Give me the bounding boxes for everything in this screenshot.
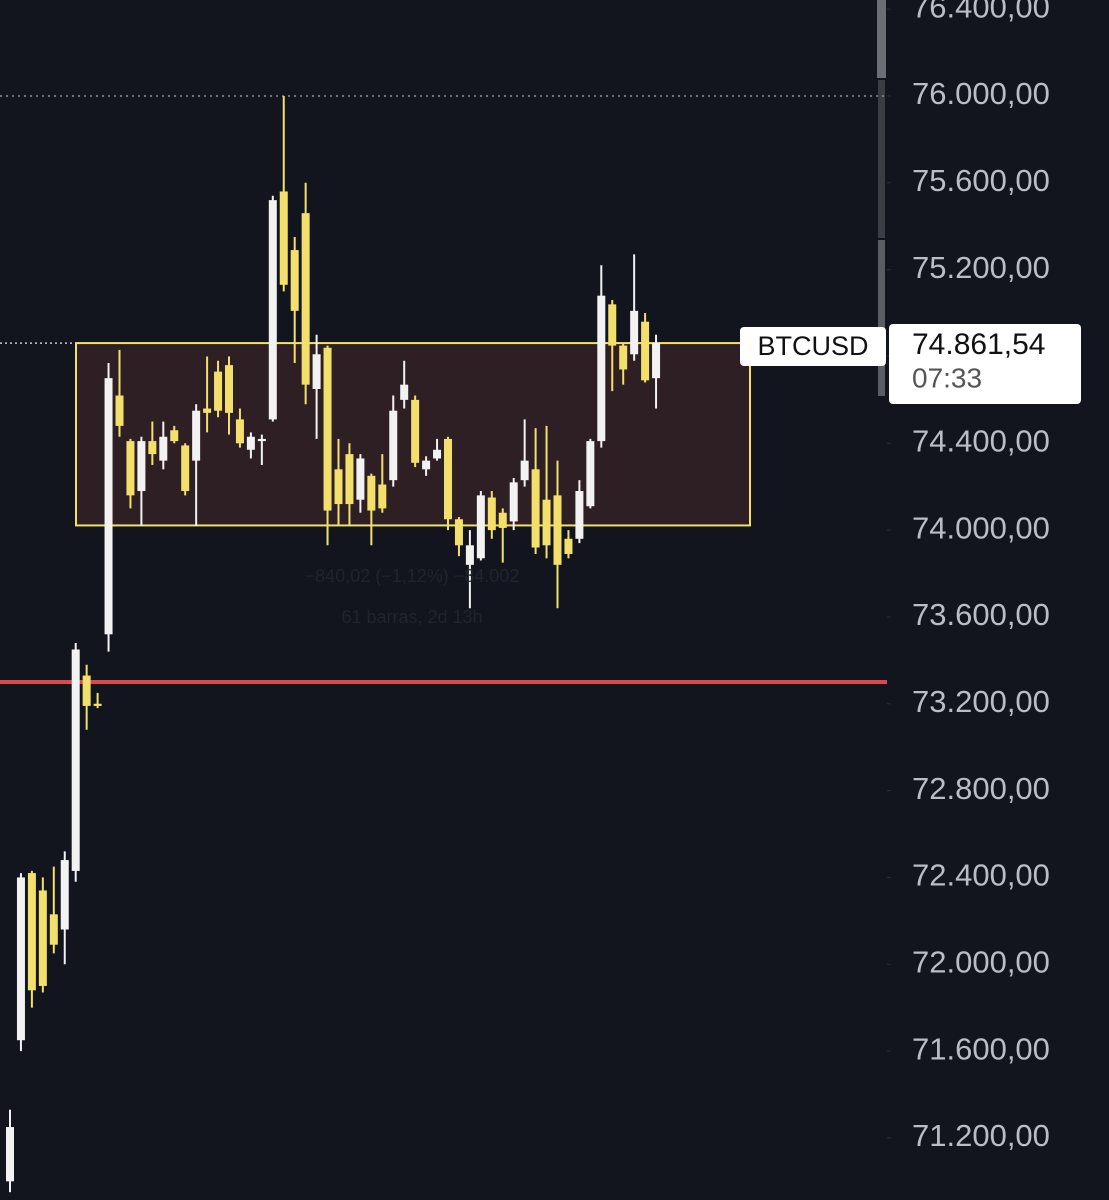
y-tick-label: 71.600,00 bbox=[912, 1031, 1050, 1066]
candle-body bbox=[257, 438, 266, 442]
candle-body bbox=[148, 441, 157, 455]
candle-body bbox=[433, 449, 442, 459]
candle-body bbox=[400, 384, 409, 400]
candle-body bbox=[93, 703, 102, 706]
y-tick-label: 72.800,00 bbox=[912, 771, 1050, 806]
candle-body bbox=[367, 475, 376, 511]
candle-body bbox=[542, 499, 551, 546]
candle-body bbox=[564, 538, 573, 554]
candle-body bbox=[104, 378, 113, 635]
candle-body bbox=[498, 512, 507, 528]
candle-body bbox=[509, 482, 518, 522]
candle-body bbox=[531, 469, 540, 548]
y-tick-label: 75.600,00 bbox=[912, 163, 1050, 198]
scrollbar bbox=[878, 80, 885, 238]
candle-body bbox=[214, 371, 223, 411]
candle-body bbox=[454, 519, 463, 546]
range-change-label: −840,02 (−1,12%) −84.002 bbox=[305, 566, 520, 586]
candle-body bbox=[630, 310, 639, 355]
candle-body bbox=[476, 495, 485, 559]
candle-body bbox=[192, 410, 201, 461]
candle-body bbox=[597, 295, 606, 442]
candle-body bbox=[225, 365, 233, 413]
candle-body bbox=[137, 441, 146, 492]
candle-body bbox=[444, 438, 452, 520]
symbol-label: BTCUSD bbox=[757, 331, 868, 361]
candle-body bbox=[115, 395, 124, 426]
y-tick-label: 75.200,00 bbox=[912, 250, 1050, 285]
candle-body bbox=[553, 495, 562, 565]
candle-body bbox=[465, 545, 474, 565]
candle-body bbox=[487, 497, 496, 531]
candle-body bbox=[586, 441, 595, 507]
symbol-label-box bbox=[740, 327, 886, 366]
candle-body bbox=[82, 675, 91, 706]
candle-body bbox=[126, 441, 135, 496]
candle-body bbox=[27, 873, 36, 991]
candle-body bbox=[71, 649, 80, 871]
candle-body bbox=[345, 454, 354, 505]
candle-body bbox=[312, 354, 321, 390]
y-tick-label: 74.000,00 bbox=[912, 510, 1050, 545]
countdown-label: 07:33 bbox=[912, 362, 982, 393]
y-tick-label: 73.200,00 bbox=[912, 684, 1050, 719]
candle-body bbox=[38, 890, 47, 986]
candle-body bbox=[652, 343, 661, 379]
candle-body bbox=[181, 445, 190, 492]
candle-body bbox=[411, 399, 420, 463]
price-label-box bbox=[889, 324, 1081, 404]
candle-body bbox=[159, 436, 168, 461]
candle-body bbox=[170, 430, 179, 442]
candle-body bbox=[334, 469, 343, 505]
candle-body bbox=[279, 191, 288, 285]
y-tick-label: 73.600,00 bbox=[912, 597, 1050, 632]
y-tick-label: 74.400,00 bbox=[912, 423, 1050, 458]
y-tick-label: 71.200,00 bbox=[912, 1118, 1050, 1153]
y-tick-label: 76.400,00 bbox=[912, 0, 1050, 24]
candle-body bbox=[290, 250, 299, 311]
candle-body bbox=[378, 484, 387, 509]
last-price-label: 74.861,54 bbox=[912, 328, 1045, 361]
candle-body bbox=[575, 491, 584, 539]
candle-body bbox=[60, 860, 69, 930]
scrollbar bbox=[878, 240, 885, 396]
candle-body bbox=[619, 345, 628, 370]
scrollbar bbox=[877, 0, 886, 78]
candle-body bbox=[323, 347, 332, 511]
range-bars-label: 61 barras, 2d 13h bbox=[341, 607, 482, 627]
y-tick-label: 72.000,00 bbox=[912, 944, 1050, 979]
candle-body bbox=[6, 1127, 14, 1182]
candle-body bbox=[422, 460, 431, 470]
y-tick-label: 76.000,00 bbox=[912, 76, 1050, 111]
candle-body bbox=[16, 877, 25, 1041]
candle-body bbox=[389, 410, 398, 481]
candle-body bbox=[268, 200, 277, 420]
candle-body bbox=[203, 408, 212, 413]
y-tick-label: 72.400,00 bbox=[912, 858, 1050, 893]
candle-body bbox=[356, 458, 365, 500]
candle-body bbox=[235, 419, 244, 444]
candle-body bbox=[301, 213, 310, 385]
candle-body bbox=[608, 304, 617, 346]
candle-body bbox=[641, 321, 650, 381]
candle-body bbox=[520, 460, 529, 481]
candle-body bbox=[246, 436, 255, 450]
candle-body bbox=[49, 914, 58, 945]
